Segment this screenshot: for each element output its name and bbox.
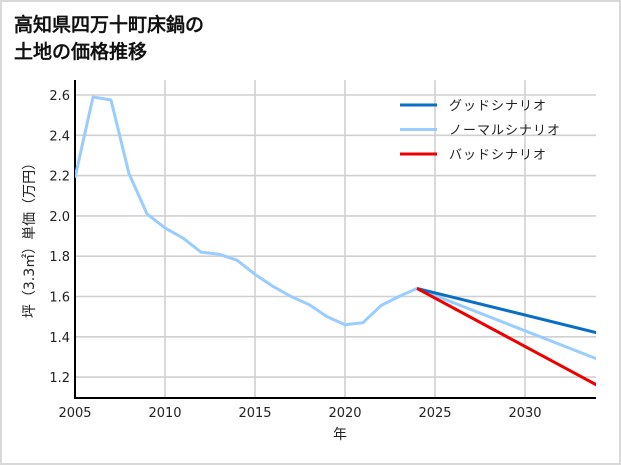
y-tick-label: 1.4 (49, 331, 70, 346)
chart-title: 高知県四万十町床鍋の 土地の価格推移 (14, 12, 204, 66)
series-line-2 (416, 287, 596, 387)
series-line-1 (75, 95, 596, 361)
chart-title-line1: 高知県四万十町床鍋の (14, 14, 205, 36)
x-tick-label: 2030 (508, 406, 541, 421)
y-tick-label: 1.6 (49, 291, 70, 306)
x-tick-label: 2015 (238, 406, 271, 421)
x-tick-label: 2005 (58, 406, 91, 421)
x-tick-label: 2010 (148, 406, 181, 421)
legend-label: グッドシナリオ (449, 99, 547, 114)
y-tick-label: 2.4 (49, 129, 70, 144)
y-tick-label: 1.8 (49, 250, 70, 265)
y-tick-label: 2.6 (49, 89, 70, 104)
legend-label: ノーマルシナリオ (449, 124, 561, 139)
y-tick-label: 1.2 (49, 371, 70, 386)
y-tick-label: 2.2 (49, 170, 70, 185)
series-line-0 (416, 286, 596, 335)
x-tick-label: 2025 (418, 406, 451, 421)
y-axis-label: 坪（3.3㎡）単価（万円） (22, 156, 38, 318)
legend-label: バッドシナリオ (449, 148, 547, 163)
x-axis-label: 年 (333, 427, 347, 443)
x-tick-label: 2020 (328, 406, 361, 421)
chart-title-line2: 土地の価格推移 (14, 41, 148, 63)
y-tick-label: 2.0 (49, 210, 70, 225)
